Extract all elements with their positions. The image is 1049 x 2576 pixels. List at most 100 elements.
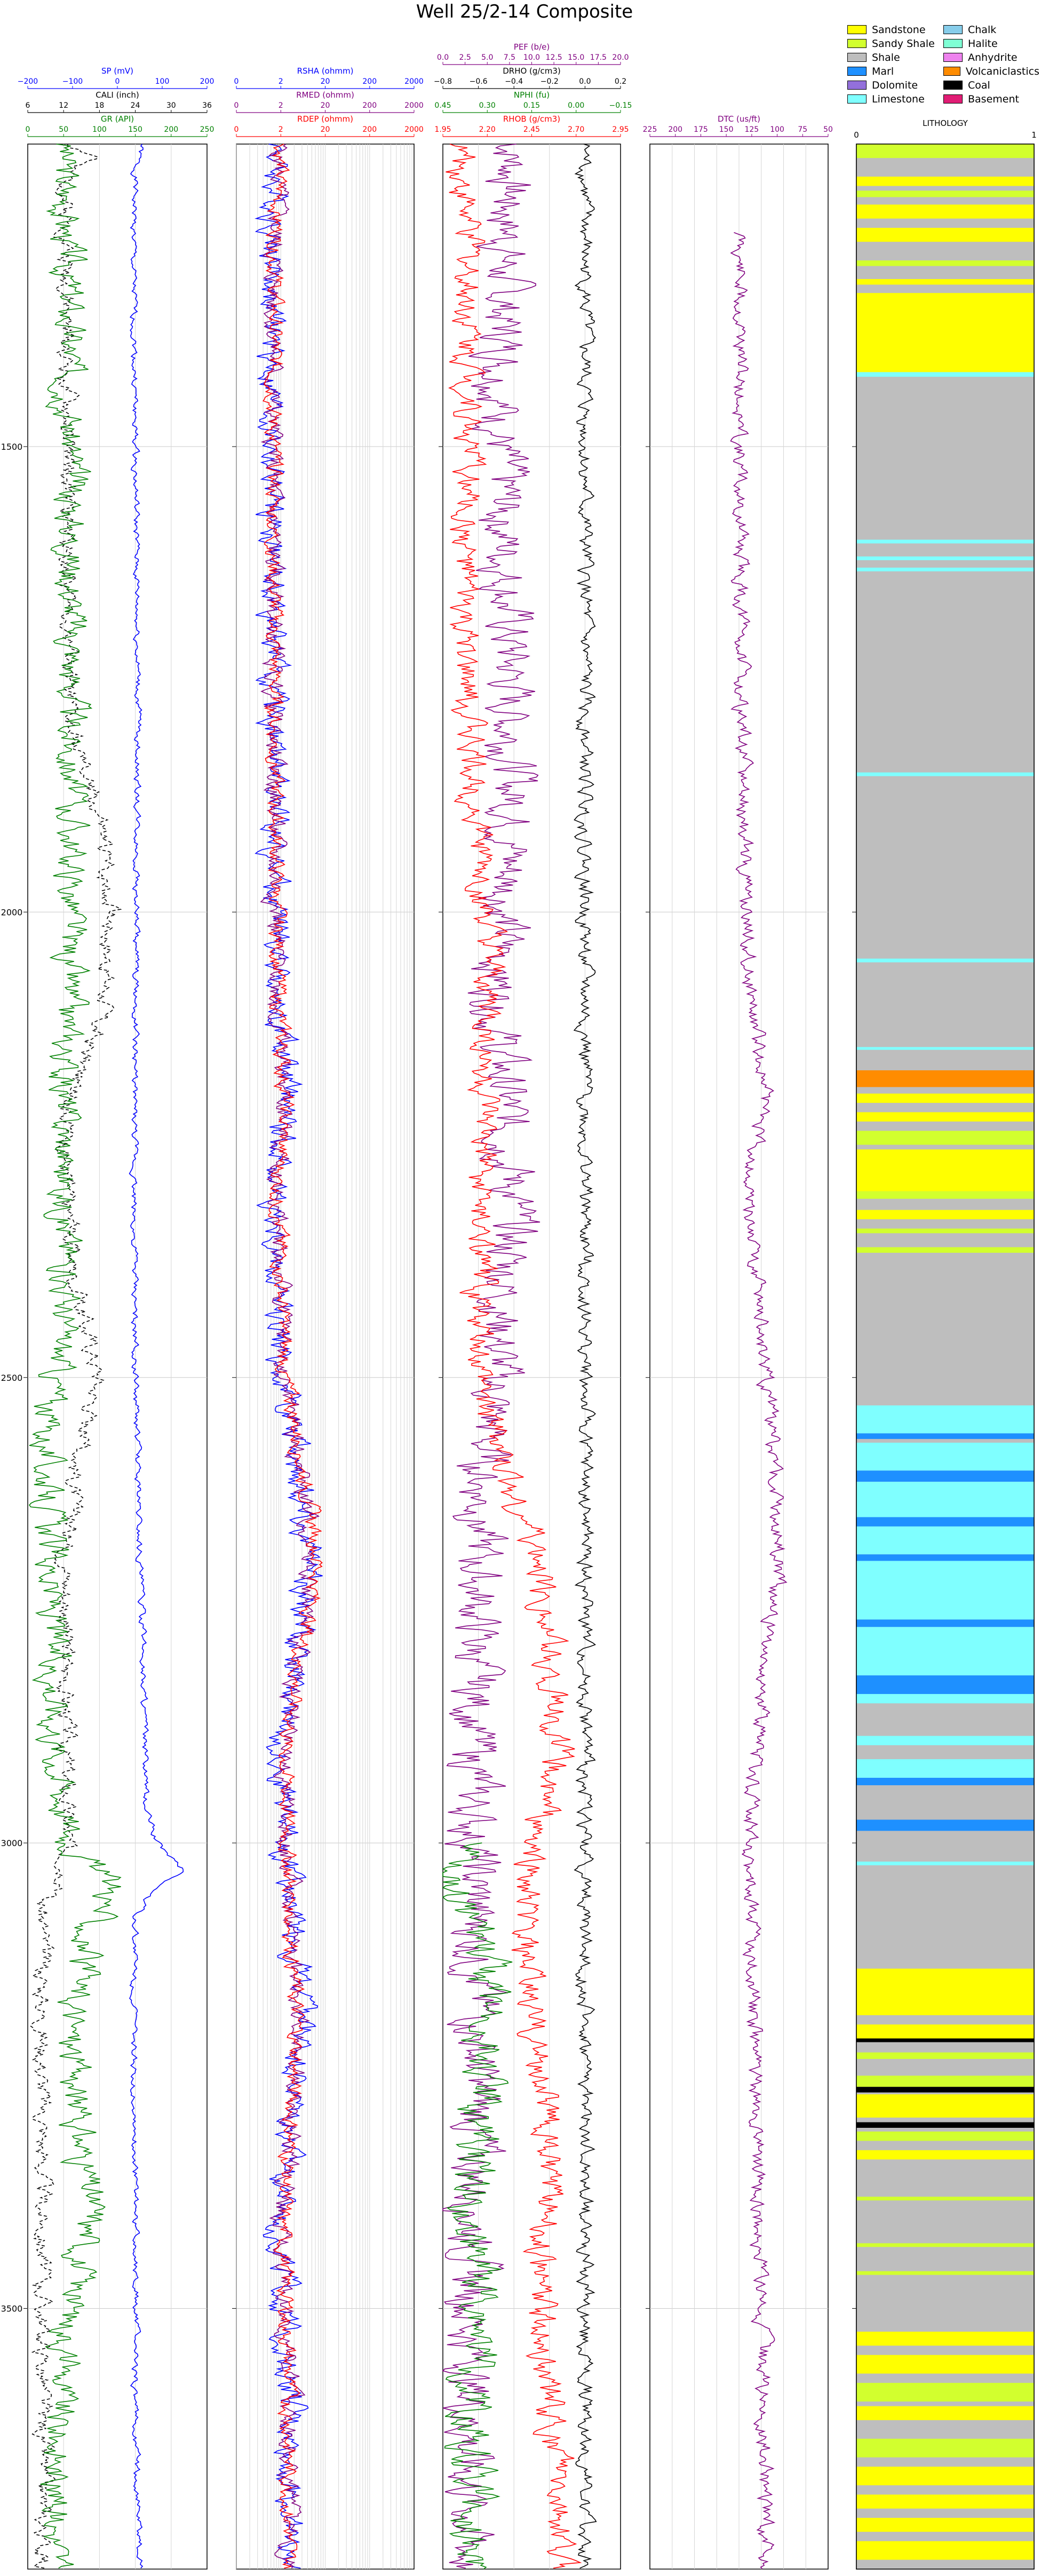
lithology-interval [856,1070,1034,1087]
depth-tick-label: 1500 [1,442,23,452]
lithology-interval [856,1694,1034,1704]
curve-tick-label: 18 [94,101,104,110]
lithology-interval [856,2122,1034,2128]
lithology-interval [856,1777,1034,1785]
legend-label: Anhydrite [968,51,1018,63]
legend-swatch [847,67,867,76]
legend-label: Marl [872,65,894,77]
lithology-interval [856,2052,1034,2059]
curve-line [129,144,184,2569]
lithology-interval [856,2355,1034,2374]
curve-label: PEF (b/e) [514,42,550,52]
curve-label: CALI (inch) [96,90,139,100]
curve-tick-label: 200 [362,77,377,86]
curve-tick-label: 10.0 [523,53,540,62]
lithology-interval [856,2467,1034,2485]
legend-label: Shale [872,51,900,63]
legend-swatch [847,53,867,62]
legend-swatch [847,25,867,34]
curve-tick-label: 2000 [404,125,424,134]
lithology-background [856,144,1034,2569]
curve-tick-label: 200 [668,125,682,134]
curve-tick-label: 2000 [404,101,424,110]
legend-label: Coal [968,79,990,91]
lithology-interval [856,1405,1034,1434]
curve-line [730,232,788,2570]
curve-tick-label: 0.0 [437,53,449,62]
lithology-tick-label: 0 [854,130,859,140]
curve-tick-label: 30 [166,101,176,110]
curve-tick-label: 0.00 [568,101,584,110]
lithology-interval [856,1554,1034,1561]
lithology-interval [856,2541,1034,2560]
curve-line [255,144,323,2569]
lithology-interval [856,293,1034,372]
lithology-interval [856,177,1034,186]
curve-label: RHOB (g/cm3) [503,114,560,124]
lithology-interval [856,2332,1034,2346]
curve-tick-label: 100 [770,125,784,134]
depth-tick-label: 3500 [1,2303,23,2313]
legend-label: Sandy Shale [872,37,935,50]
legend-swatch [943,67,960,76]
curve-tick-label: 150 [128,125,142,134]
legend-swatch [943,81,963,90]
lithology-interval [856,144,1034,158]
curve-tick-label: 20 [321,77,330,86]
lithology-label: LITHOLOGY [923,118,968,128]
lithology-interval [856,556,1034,560]
lithology-interval [856,1047,1034,1050]
lithology-interval [856,279,1034,285]
curve-tick-label: 0 [234,125,239,134]
lithology-tick-label: 1 [1031,130,1037,140]
curve-label: RMED (ohmm) [296,90,354,100]
lithology-interval [856,2271,1034,2275]
lithology-interval [856,2087,1034,2093]
curve-tick-label: 2.5 [459,53,471,62]
curve-tick-label: 0 [234,101,239,110]
curve-tick-label: 5.0 [481,53,493,62]
curve-line [446,144,582,2569]
lithology-interval [856,1862,1034,1865]
legend-swatch [943,53,963,62]
lithology-interval [856,2383,1034,2402]
lithology-interval [856,1517,1034,1526]
curve-tick-label: 0.2 [615,77,626,86]
curve-line [30,144,122,2569]
lithology-interval [856,1210,1034,1220]
curve-tick-label: 175 [694,125,708,134]
lithology-interval [856,1526,1034,1555]
lithology-interval [856,539,1034,544]
curve-tick-label: 2.95 [612,125,629,134]
lithology-interval [856,1627,1034,1676]
curve-tick-label: 75 [798,125,807,134]
curve-tick-label: −0.8 [434,77,452,86]
lithology-interval [856,2024,1034,2039]
lithology-interval [856,1112,1034,1122]
legend-entry: Sandstone [847,23,943,36]
lithology-interval [856,2406,1034,2420]
legend-swatch [847,39,867,48]
curve-tick-label: 250 [200,125,214,134]
legend-entry: Coal [943,79,1039,91]
curve-tick-label: 200 [164,125,178,134]
lithology-interval [856,1470,1034,1482]
track-frame [27,144,208,2570]
lithology-interval [856,2197,1034,2201]
legend-entry: Basement [943,93,1039,105]
lithology-interval [856,190,1034,197]
lithology-interval [856,1228,1034,1234]
lithology-interval [856,1433,1034,1439]
curve-tick-label: 125 [744,125,759,134]
lithology-interval [856,1247,1034,1253]
curve-tick-label: 12 [59,101,68,110]
curve-tick-label: 24 [131,101,140,110]
curve-label: RDEP (ohmm) [297,114,353,124]
curve-tick-label: 150 [719,125,734,134]
legend-entry: Sandy Shale [847,37,943,50]
legend-swatch [943,39,963,48]
curve-label: NPHI (fu) [514,90,550,100]
curve-label: SP (mV) [101,66,133,76]
lithology-interval [856,2243,1034,2247]
